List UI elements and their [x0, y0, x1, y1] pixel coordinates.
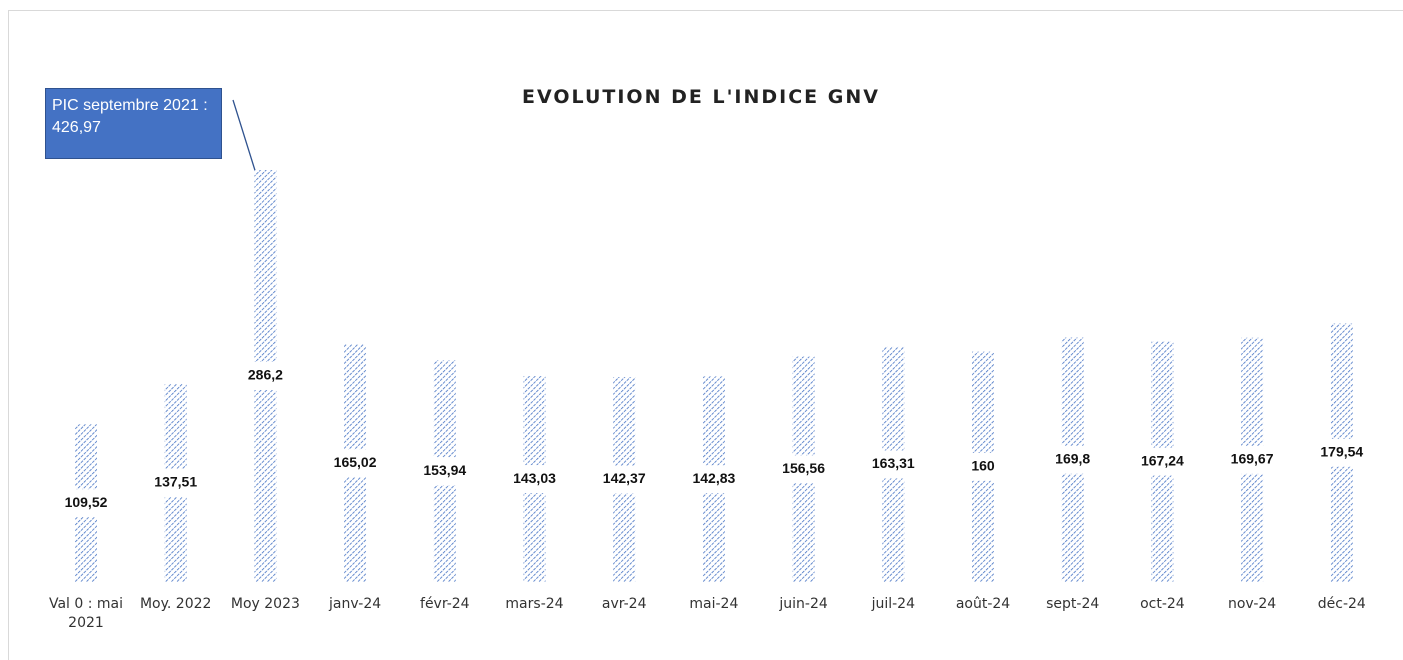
label-bg: [1060, 445, 1085, 474]
x-tick-label: nov-24: [1227, 596, 1277, 612]
data-label: 167,24: [1141, 452, 1184, 468]
x-tick-label: mai-24: [689, 596, 739, 612]
x-tick-label: mars-24: [505, 596, 564, 612]
data-label: 169,67: [1231, 451, 1274, 467]
data-label: 165,02: [334, 454, 377, 470]
label-bg: [881, 450, 906, 479]
data-label: 179,54: [1320, 443, 1363, 459]
label-bg: [432, 457, 457, 486]
data-label: 142,83: [692, 470, 735, 486]
x-tick-label: oct-24: [1140, 596, 1185, 612]
label-bg: [971, 452, 995, 481]
data-label: 137,51: [154, 474, 197, 490]
label-bg: [163, 469, 188, 498]
x-tick-label: janv-24: [329, 596, 382, 612]
label-bg: [74, 489, 98, 518]
data-label: 169,8: [1055, 450, 1090, 466]
x-tick-label: août-24: [955, 596, 1011, 612]
data-label: 142,37: [603, 470, 646, 486]
x-tick-label: déc-24: [1317, 596, 1366, 612]
label-bg: [612, 465, 637, 494]
x-tick-label: Moy. 2022: [139, 596, 212, 612]
x-tick-label: Val 0 : mai 2021: [48, 596, 124, 631]
data-label: 109,52: [65, 494, 108, 510]
x-tick-label: juin-24: [779, 596, 828, 612]
label-bg: [253, 362, 278, 390]
label-bg: [1329, 438, 1354, 467]
data-label: 160: [971, 458, 995, 474]
x-tick-label: juil-24: [871, 596, 915, 612]
x-tick-label: avr-24: [601, 596, 647, 612]
data-label: 153,94: [423, 462, 466, 478]
chart-title: EVOLUTION DE L'INDICE GNV: [522, 86, 880, 108]
label-bg: [343, 449, 368, 478]
x-tick-label: sept-24: [1046, 596, 1100, 612]
data-label: 163,31: [872, 455, 915, 471]
label-bg: [791, 455, 816, 484]
label-bg: [1150, 447, 1175, 476]
label-bg: [1240, 445, 1265, 474]
chart-border: [8, 10, 1403, 660]
x-tick-label: Moy 2023: [230, 596, 300, 612]
data-label: 286,2: [248, 367, 283, 383]
label-bg: [701, 465, 726, 494]
annotation: PIC septembre 2021 : 426,97: [45, 88, 222, 159]
x-tick-label: févr-24: [420, 596, 470, 612]
label-bg: [522, 465, 547, 494]
data-label: 156,56: [782, 460, 825, 476]
data-label: 143,03: [513, 470, 556, 486]
